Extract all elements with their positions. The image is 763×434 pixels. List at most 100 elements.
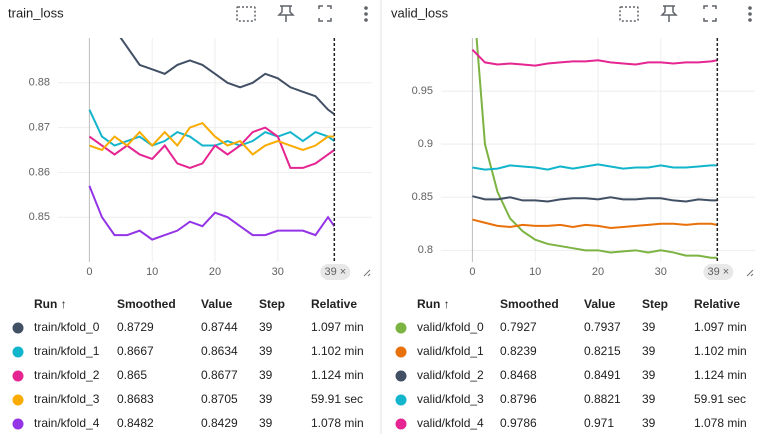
cell: 1.102 min [311, 344, 364, 358]
series-line [472, 195, 718, 203]
chart-title: train_loss [8, 5, 64, 20]
cursor-label: 39 × [324, 266, 346, 278]
run-color [395, 394, 407, 406]
column-header: Run ↑ [417, 297, 450, 311]
cell: 39 [259, 368, 273, 382]
column-header: Smoothed [117, 297, 176, 311]
cell: 0.8744 [201, 320, 238, 334]
menu-dot[interactable] [364, 6, 368, 10]
column-header: Relative [311, 297, 357, 311]
cell: 1.078 min [311, 416, 364, 430]
series-line [119, 38, 335, 115]
menu-dot [748, 12, 752, 16]
cell: 0.8482 [117, 416, 154, 430]
cell: 1.078 min [694, 416, 747, 430]
cell: 0.8667 [117, 344, 154, 358]
cell: 0.8491 [584, 368, 621, 382]
run-name: valid/kfold_0 [417, 320, 484, 334]
y-tick-label: 0.85 [29, 211, 50, 223]
run-color [395, 370, 407, 382]
y-tick-label: 0.85 [412, 191, 433, 203]
run-name: train/kfold_1 [34, 344, 100, 358]
cell: 0.8796 [500, 392, 537, 406]
x-tick-label: 0 [86, 266, 92, 278]
plot-area [471, 38, 718, 259]
run-name: train/kfold_3 [34, 392, 100, 406]
x-tick-label: 20 [209, 266, 221, 278]
y-tick-label: 0.88 [29, 77, 50, 89]
cell: 1.124 min [694, 368, 747, 382]
cursor-badge [703, 264, 734, 280]
run-name: train/kfold_0 [34, 320, 100, 334]
cell: 1.124 min [311, 368, 364, 382]
zoom-icon[interactable] [619, 6, 639, 22]
column-header: Relative [694, 297, 740, 311]
run-name: valid/kfold_3 [417, 392, 484, 406]
cell: 0.8239 [500, 344, 537, 358]
run-color [12, 370, 24, 382]
cell: 39 [642, 416, 656, 430]
cell: 1.097 min [311, 320, 364, 334]
run-color [12, 346, 24, 358]
series-line [89, 121, 335, 156]
cell: 1.097 min [694, 320, 747, 334]
x-tick-label: 10 [146, 266, 158, 278]
x-tick-label: 20 [592, 266, 604, 278]
cell: 1.102 min [694, 344, 747, 358]
zoom-icon[interactable] [236, 6, 256, 22]
run-color [12, 418, 24, 430]
column-header: Step [642, 297, 668, 311]
cell: 0.7927 [500, 320, 537, 334]
y-tick-label: 0.8 [418, 244, 433, 256]
series-line [471, 48, 718, 67]
run-name: valid/kfold_1 [417, 344, 484, 358]
series-line [88, 185, 336, 241]
cell: 39 [642, 392, 656, 406]
menu-dot[interactable] [748, 6, 752, 10]
cell: 59.91 sec [694, 392, 746, 406]
series-line [472, 218, 718, 230]
run-name: valid/kfold_4 [417, 416, 484, 430]
cell: 0.8677 [201, 368, 238, 382]
cell: 39 [642, 344, 656, 358]
x-tick-label: 30 [655, 266, 667, 278]
series-line [88, 126, 335, 169]
cell: 39 [259, 416, 273, 430]
x-tick-label: 30 [272, 266, 284, 278]
cursor-label: 39 × [707, 266, 729, 278]
resize-handle [746, 269, 754, 277]
plot-area [88, 38, 336, 241]
expand-icon[interactable] [703, 5, 717, 22]
run-color [395, 322, 407, 334]
column-header: Value [201, 297, 233, 311]
pin-icon[interactable] [660, 5, 678, 22]
run-name: train/kfold_4 [34, 416, 100, 430]
cell: 0.7937 [584, 320, 621, 334]
cell: 0.865 [117, 368, 147, 382]
run-color [12, 394, 24, 406]
menu-icons [364, 6, 752, 22]
menu-dot [364, 12, 368, 16]
resize-handle [363, 269, 371, 277]
run-name: train/kfold_2 [34, 368, 100, 382]
column-header: Value [584, 297, 616, 311]
run-name: valid/kfold_2 [417, 368, 484, 382]
series-line [475, 38, 718, 259]
cursor-badge [320, 264, 351, 280]
cell: 0.8821 [584, 392, 621, 406]
y-tick-label: 0.9 [418, 138, 433, 150]
pin-icon[interactable] [277, 5, 295, 22]
column-header: Smoothed [500, 297, 559, 311]
cell: 39 [642, 320, 656, 334]
run-color [12, 322, 24, 334]
series-line [472, 163, 718, 171]
menu-dot [364, 18, 368, 22]
y-tick-label: 0.86 [29, 166, 50, 178]
expand-icon[interactable] [318, 5, 332, 22]
cell: 0.971 [584, 416, 614, 430]
cell: 0.8683 [117, 392, 154, 406]
x-tick-label: 0 [469, 266, 475, 278]
cell: 59.91 sec [311, 392, 363, 406]
run-color [395, 418, 407, 430]
